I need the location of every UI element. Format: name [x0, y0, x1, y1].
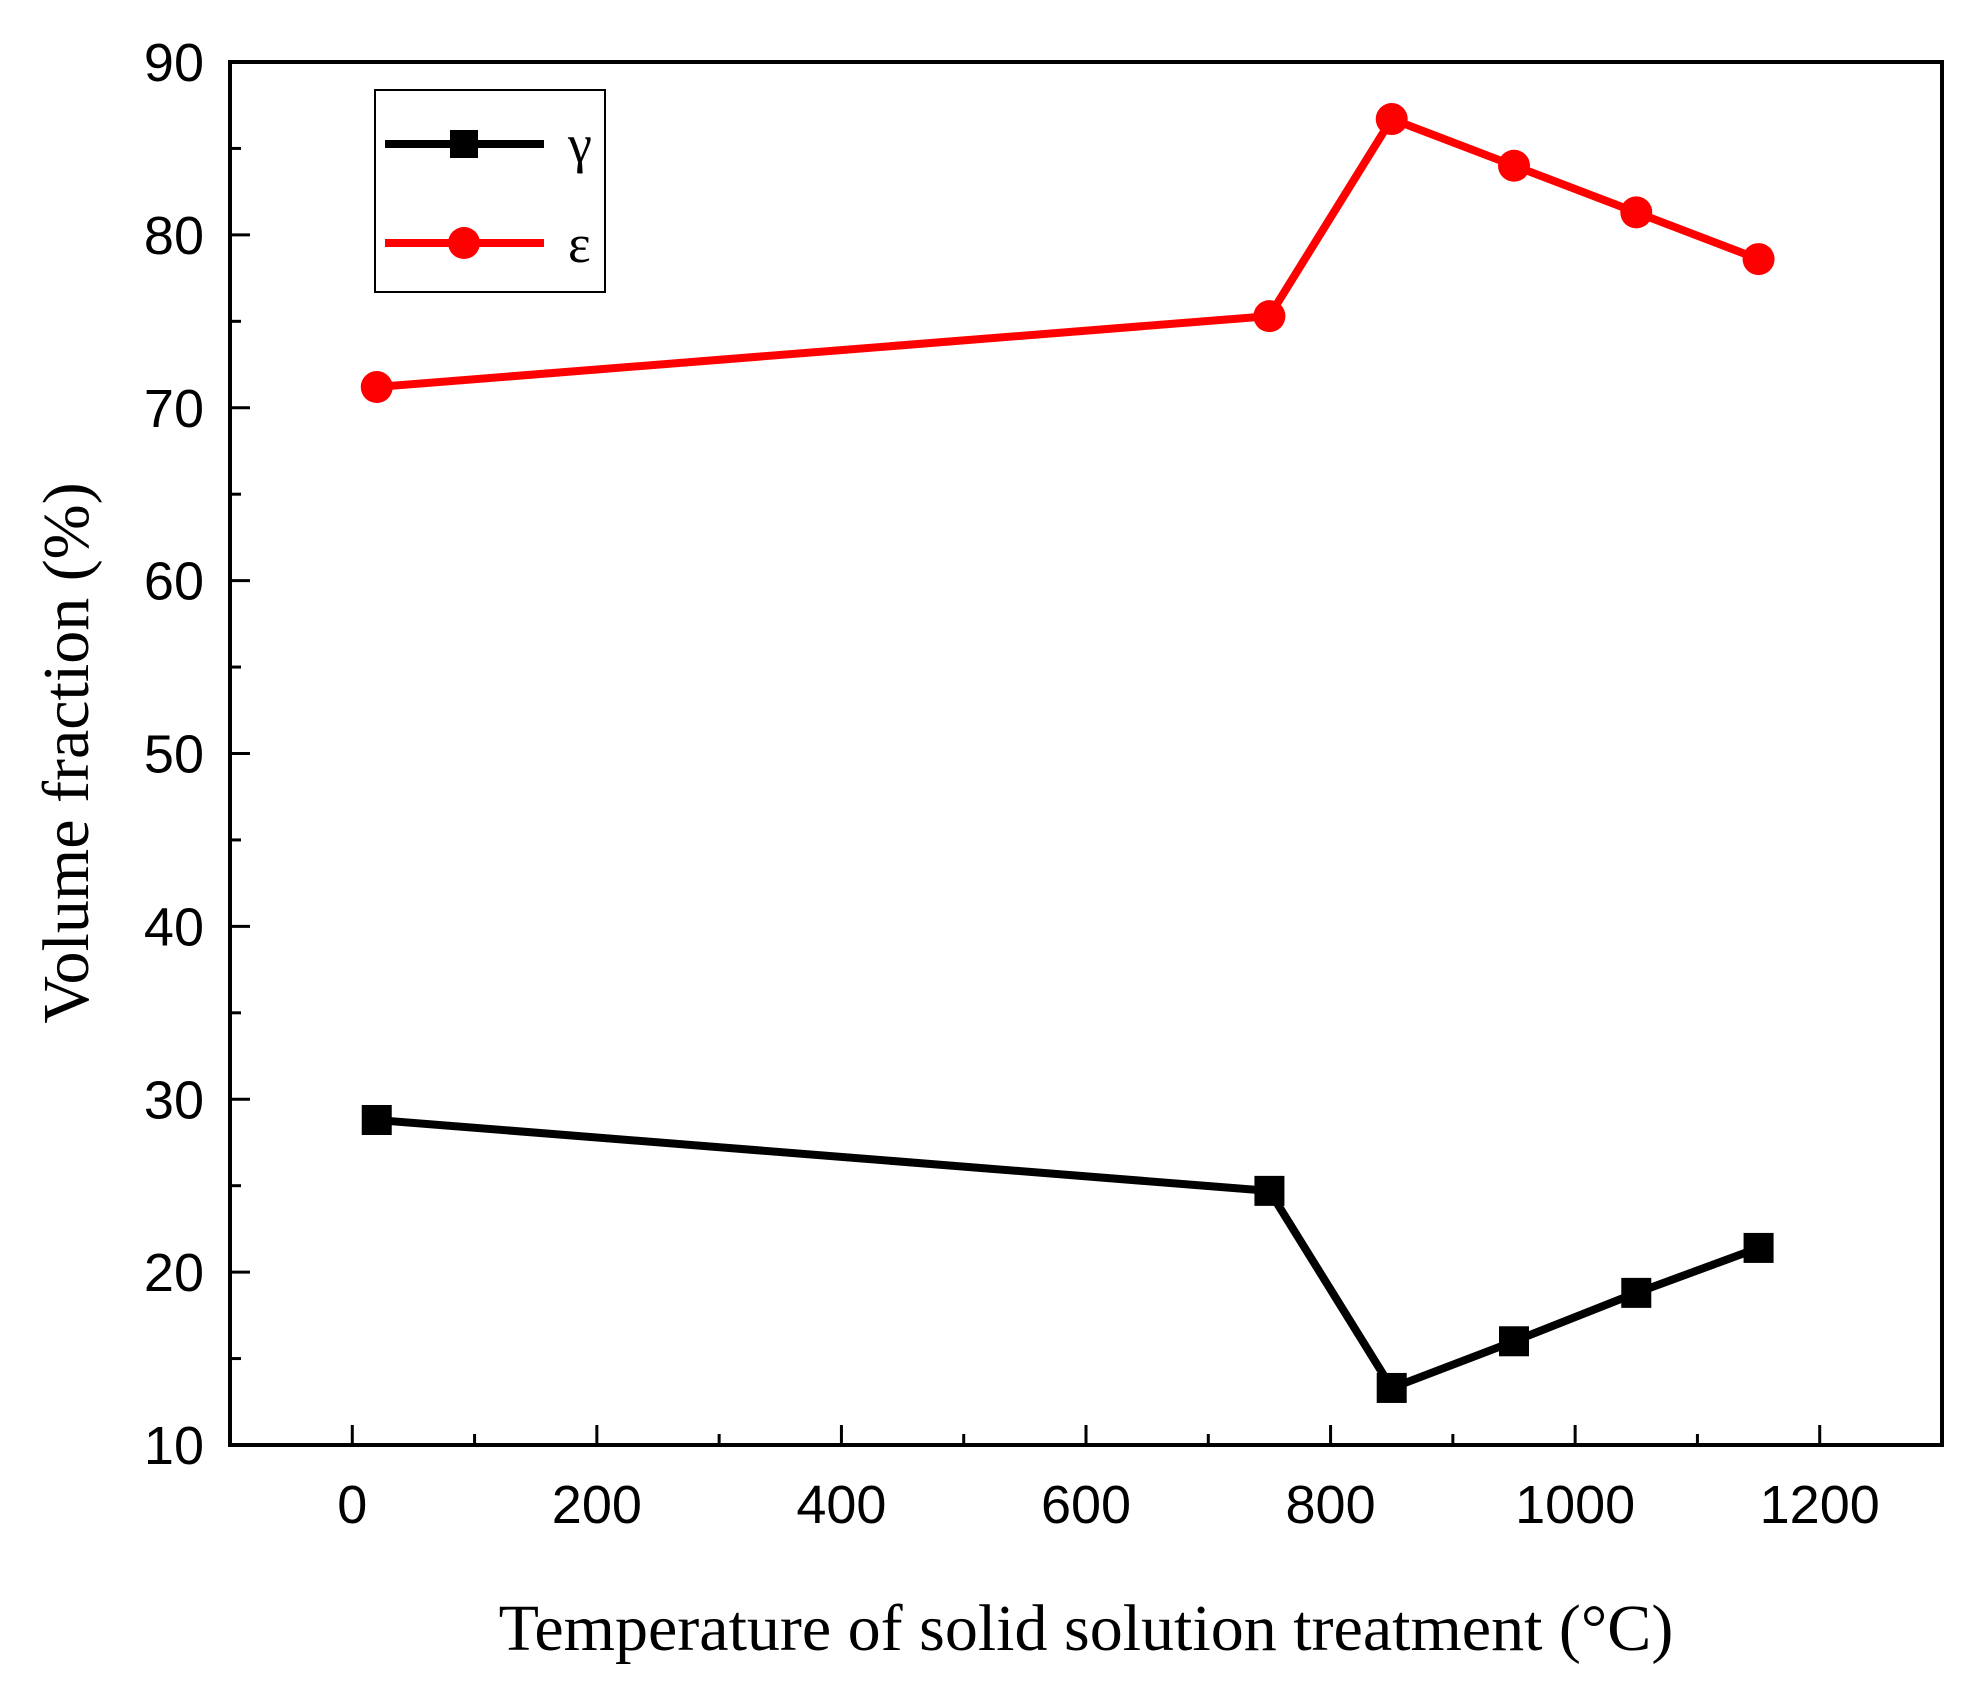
data-point-1	[360, 371, 393, 404]
y-tick-label: 70	[144, 379, 204, 439]
y-tick-label: 60	[144, 552, 204, 612]
data-point-0	[1254, 1175, 1285, 1206]
x-tick-label: 400	[796, 1475, 886, 1535]
y-tick-label: 50	[144, 725, 204, 785]
legend-box	[374, 89, 606, 293]
y-tick-label: 10	[144, 1416, 204, 1476]
ticks-layer: 0 200 400 600 800 1000 1200 10 20 30 40 50 60 70 80 90	[144, 33, 1880, 1535]
data-point-1	[1253, 300, 1286, 333]
x-tick-label: 600	[1041, 1475, 1131, 1535]
legend-marker-epsilon	[448, 227, 480, 259]
series-line-0	[376, 1116, 1760, 1392]
data-point-1	[1620, 196, 1653, 229]
data-point-1	[1498, 149, 1530, 182]
x-tick-label: 0	[337, 1475, 367, 1535]
legend-marker-gamma	[450, 130, 478, 158]
data-point-1	[1375, 103, 1408, 136]
x-tick-label: 800	[1286, 1475, 1376, 1535]
x-tick-label: 200	[552, 1475, 642, 1535]
y-tick-label: 40	[144, 897, 204, 957]
series-line-1	[376, 115, 1761, 391]
data-point-0	[1743, 1232, 1774, 1263]
x-tick-label: 1000	[1515, 1475, 1635, 1535]
x-axis-title: Temperature of solid solution treatment …	[499, 1592, 1674, 1665]
x-tick-label: 1200	[1760, 1475, 1880, 1535]
data-point-1	[1742, 243, 1775, 276]
legend-label-epsilon: ε	[568, 214, 591, 274]
y-tick-label: 90	[144, 33, 204, 93]
data-point-0	[361, 1104, 392, 1135]
y-tick-label: 20	[144, 1243, 204, 1303]
data-point-0	[1621, 1277, 1652, 1308]
data-point-0	[1499, 1326, 1529, 1357]
series-layer	[360, 103, 1775, 1403]
y-tick-label: 80	[144, 206, 204, 266]
plot-frame	[228, 60, 1944, 1447]
y-tick-label: 30	[144, 1070, 204, 1130]
data-point-0	[1376, 1372, 1407, 1403]
legend: γ ε	[374, 89, 606, 293]
y-axis-title: Volume fraction (%)	[30, 482, 103, 1023]
legend-label-gamma: γ	[567, 114, 592, 174]
